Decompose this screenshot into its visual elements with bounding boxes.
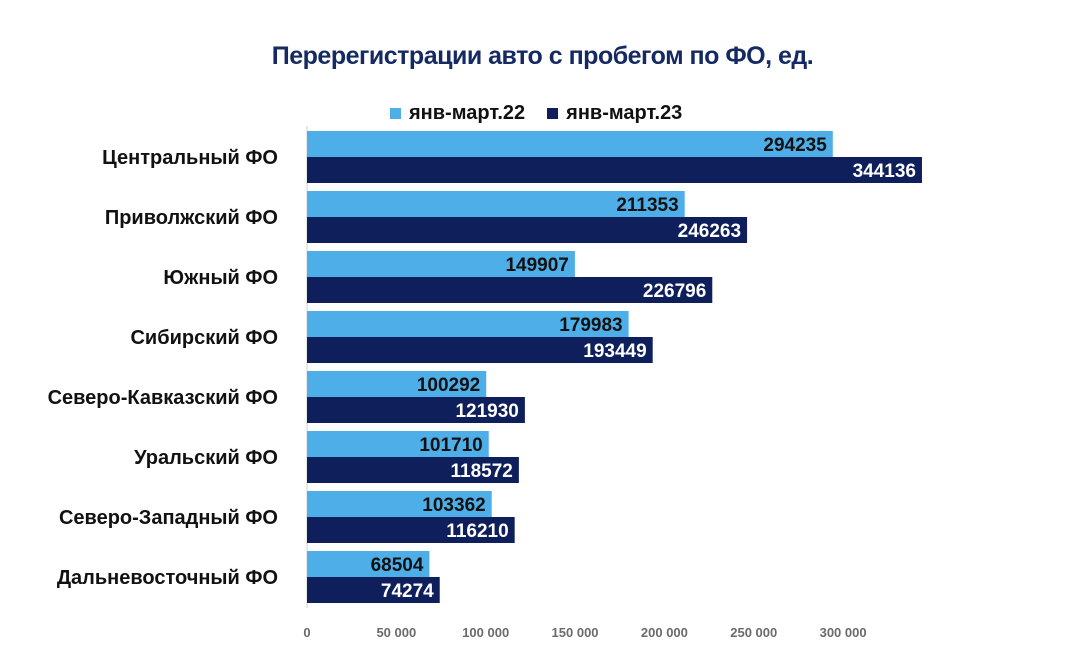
legend-label-series-2: янв-март.23 [566,101,683,124]
legend-item-series-2: янв-март.23 [547,102,682,125]
data-label-series-2: 246263 [678,221,741,242]
data-label-series-1: 100292 [417,375,480,396]
bar-series-2 [307,217,748,243]
category-label: Сибирский ФО [130,327,278,349]
data-label-series-2: 121930 [455,401,518,422]
bar-series-1 [307,371,487,397]
data-label-series-2: 226796 [643,281,706,302]
bar-series-2 [307,577,440,603]
x-tick-label: 150 000 [552,625,599,640]
bar-series-1 [307,191,685,217]
chart-title: Перерегистрации авто с пробегом по ФО, е… [271,42,814,70]
legend-label-series-1: янв-март.22 [409,101,526,124]
category-label: Дальневосточный ФО [57,567,278,589]
category-label: Южный ФО [163,267,278,289]
x-tick-label: 250 000 [730,625,777,640]
legend-swatch-series-2 [547,107,559,119]
category-label: Уральский ФО [134,447,278,469]
bar-series-2 [307,397,525,423]
bar-series-1 [307,311,629,337]
legend-swatch-series-1 [390,107,401,119]
data-label-series-2: 116210 [446,521,508,542]
category-label: Северо-Западный ФО [59,507,278,529]
data-label-series-2: 344136 [853,161,916,182]
bar-series-2 [307,517,515,543]
data-label-series-1: 101710 [419,435,482,456]
data-label-series-1: 179983 [559,315,622,336]
data-label-series-2: 118572 [451,461,513,482]
x-tick-label: 50 000 [376,625,416,640]
data-label-series-1: 294235 [763,135,827,156]
data-label-series-1: 211353 [616,195,678,216]
legend: янв-март.22 янв-март.23 [390,100,704,126]
x-tick-label: 100 000 [462,625,509,640]
data-label-series-1: 149907 [505,255,568,276]
x-tick-label: 300 000 [820,625,867,640]
data-label-series-1: 68504 [371,555,424,576]
bar-series-1 [307,251,575,277]
bar-series-1 [307,491,492,517]
data-label-series-2: 193449 [583,341,646,362]
bar-series-1 [307,431,489,457]
data-label-series-2: 74274 [381,581,434,602]
bar-series-2 [307,337,653,363]
bar-series-2 [307,277,713,303]
category-label: Северо-Кавказский ФО [48,387,278,409]
x-tick-label: 200 000 [641,625,688,640]
bar-series-1 [307,551,430,577]
category-label: Приволжский ФО [105,207,278,229]
bar-series-1 [307,131,833,157]
bar-series-2 [307,457,519,483]
legend-item-series-1: янв-март.22 [390,102,525,125]
data-label-series-1: 103362 [422,495,485,516]
bar-series-2 [307,157,922,183]
x-tick-label: 0 [303,625,310,640]
category-label: Центральный ФО [102,147,278,169]
